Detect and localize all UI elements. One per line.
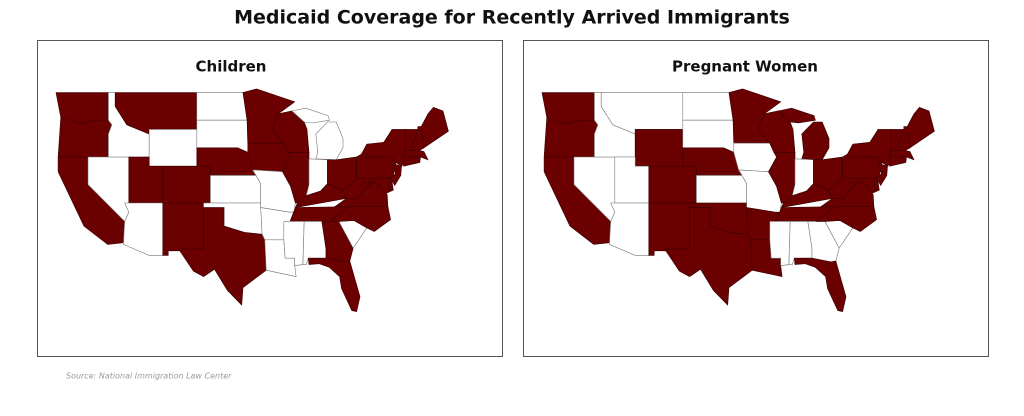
panel-title: Pregnant Women bbox=[672, 58, 818, 76]
state bbox=[696, 175, 748, 204]
state bbox=[634, 129, 684, 167]
state bbox=[196, 92, 248, 121]
state bbox=[415, 156, 421, 164]
state bbox=[162, 202, 204, 256]
state bbox=[648, 165, 697, 204]
state bbox=[210, 175, 262, 204]
state bbox=[901, 156, 907, 164]
state bbox=[356, 153, 397, 179]
state bbox=[648, 202, 690, 256]
state bbox=[793, 257, 847, 312]
state bbox=[777, 107, 816, 124]
state bbox=[801, 121, 830, 161]
panel-title: Children bbox=[196, 58, 267, 76]
figure-title: Medicaid Coverage for Recently Arrived I… bbox=[234, 7, 790, 29]
state bbox=[842, 153, 883, 179]
source-note: Source: National Immigration Law Center bbox=[66, 372, 232, 381]
state bbox=[247, 142, 291, 173]
state bbox=[543, 116, 599, 158]
state bbox=[162, 165, 211, 204]
state bbox=[148, 129, 198, 167]
state bbox=[682, 92, 734, 121]
map bbox=[55, 88, 449, 312]
state bbox=[307, 257, 361, 312]
state bbox=[291, 107, 330, 124]
state bbox=[420, 106, 449, 149]
state bbox=[315, 121, 344, 161]
map bbox=[541, 88, 935, 312]
state bbox=[906, 106, 935, 149]
state bbox=[57, 116, 113, 158]
state bbox=[733, 142, 777, 173]
